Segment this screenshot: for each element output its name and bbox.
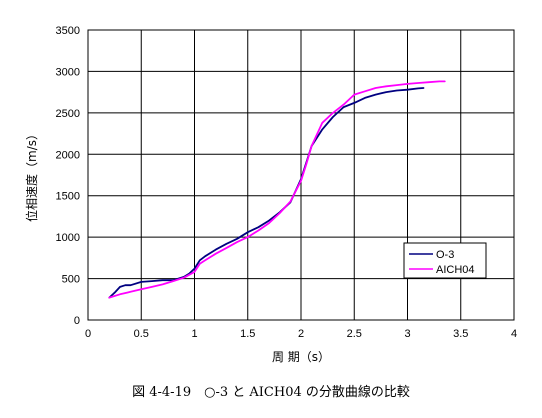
legend-label-o3: O-3 — [436, 249, 454, 261]
legend-label-aich04: AICH04 — [436, 264, 475, 276]
y-tick-label: 1500 — [56, 191, 80, 203]
x-tick-label: 2 — [298, 328, 304, 340]
figure-caption: 図 4-4-19 ○-3 と AICH04 の分散曲線の比較 — [132, 385, 410, 400]
x-tick-label: 2.5 — [347, 328, 362, 340]
y-tick-label: 3000 — [56, 66, 80, 78]
series-lines — [108, 80, 446, 299]
x-ticks: 0 0.5 1 1.5 2 2.5 3 3.5 4 — [85, 328, 517, 340]
y-tick-label: 0 — [74, 315, 80, 327]
legend: O-3 AICH04 — [403, 242, 487, 279]
x-tick-label: 3.5 — [453, 328, 468, 340]
x-tick-label: 0 — [85, 328, 91, 340]
x-tick-label: 1 — [191, 328, 197, 340]
y-axis-title: 位相速度（m/s） — [24, 128, 39, 222]
y-tick-label: 500 — [62, 274, 80, 286]
y-ticks: 0 500 1000 1500 2000 2500 3000 3500 — [56, 25, 80, 327]
y-tick-label: 2000 — [56, 149, 80, 161]
series-line-o-3 — [108, 87, 425, 299]
y-tick-label: 3500 — [56, 25, 80, 37]
x-axis-title: 周 期（s） — [272, 350, 330, 364]
y-tick-label: 1000 — [56, 232, 80, 244]
y-tick-label: 2500 — [56, 108, 80, 120]
series-line-aich04 — [108, 80, 446, 299]
x-tick-label: 0.5 — [134, 328, 149, 340]
x-tick-label: 1.5 — [240, 328, 255, 340]
x-tick-label: 3 — [404, 328, 410, 340]
grid — [88, 30, 514, 320]
legend-box — [403, 242, 487, 279]
x-tick-label: 4 — [511, 328, 517, 340]
